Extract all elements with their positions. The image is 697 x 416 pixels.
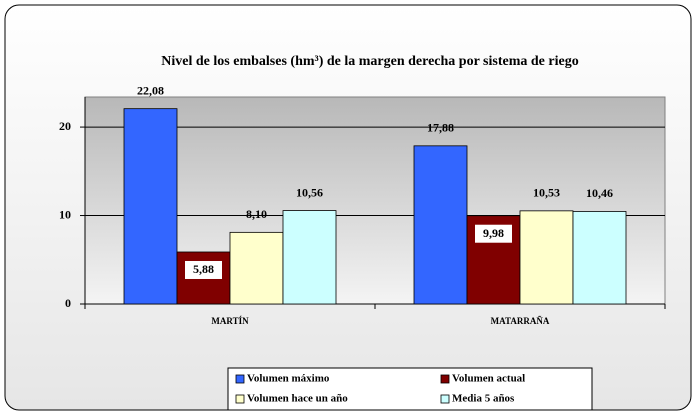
value-label-box xyxy=(475,224,512,243)
value-label: 9,98 xyxy=(483,226,504,240)
x-tick-label: MATARRAÑA xyxy=(491,316,550,326)
legend-box xyxy=(227,367,593,411)
bar xyxy=(229,231,284,305)
y-tick-label: 20 xyxy=(59,119,71,133)
chart-title: Nivel de los embalses (hm³) de la margen… xyxy=(161,54,578,69)
value-label: 17,88 xyxy=(427,121,454,135)
legend-label: Volumen hace un año xyxy=(247,393,348,405)
value-label-box xyxy=(185,260,222,279)
value-label: 8,10 xyxy=(246,207,267,221)
bar xyxy=(282,210,337,305)
bar xyxy=(123,108,178,305)
legend-swatch xyxy=(440,394,450,404)
value-label: 10,53 xyxy=(533,186,560,200)
y-tick-label: 0 xyxy=(65,296,71,310)
legend-label: Volumen máximo xyxy=(247,373,330,385)
x-tick-label: MARTÍN xyxy=(211,316,249,326)
y-tick-label: 10 xyxy=(59,207,71,221)
legend-label: Media 5 años xyxy=(452,393,515,405)
legend-swatch xyxy=(235,374,245,384)
legend-swatch xyxy=(235,394,245,404)
bar xyxy=(413,145,468,305)
legend-label: Volumen actual xyxy=(452,373,525,385)
bar xyxy=(572,211,627,305)
bar xyxy=(519,210,574,305)
value-label: 10,46 xyxy=(586,186,613,200)
legend-swatch xyxy=(440,374,450,384)
value-label: 10,56 xyxy=(296,185,323,199)
value-label: 5,88 xyxy=(193,262,214,276)
value-label: 22,08 xyxy=(137,83,164,97)
